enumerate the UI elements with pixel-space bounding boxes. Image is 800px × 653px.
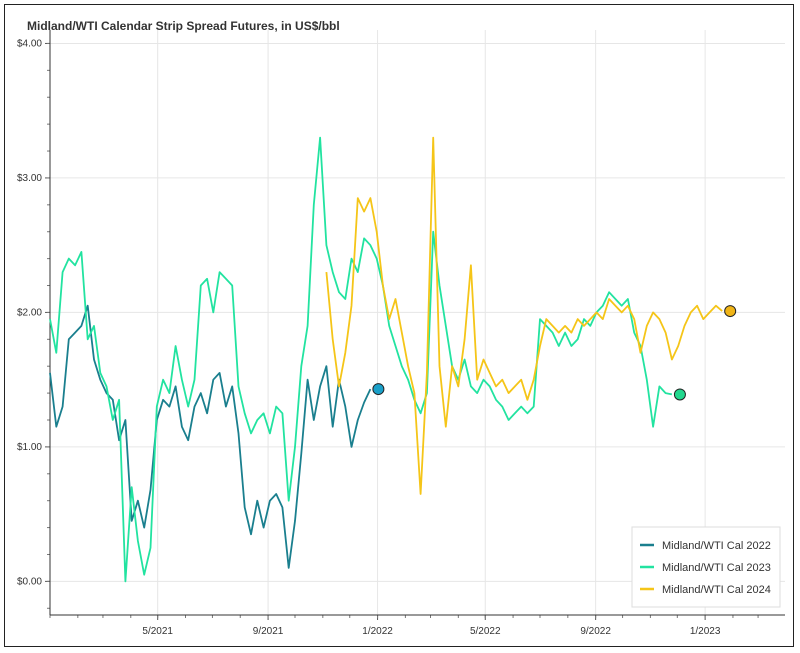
- series-end-marker-0: [372, 383, 385, 396]
- x-tick-label: 9/2022: [580, 626, 611, 637]
- axes: $0.00 $1.00 $2.00 $3.00 $4.00 5/2021 9/2021 1/2…: [17, 30, 785, 637]
- x-tick-label: 1/2023: [690, 626, 721, 637]
- series-lines: [49, 136, 723, 583]
- x-tick-label: 1/2022: [362, 626, 393, 637]
- series-line-2: [325, 136, 723, 495]
- y-tick-label: $0.00: [17, 576, 42, 587]
- series-end-marker-1: [673, 388, 686, 401]
- legend-label-1: Midland/WTI Cal 2023: [662, 562, 771, 574]
- x-tick-label: 9/2021: [253, 626, 284, 637]
- series-line-0: [49, 304, 372, 569]
- y-tick-label: $4.00: [17, 38, 42, 49]
- chart-title: Midland/WTI Calendar Strip Spread Future…: [27, 19, 340, 33]
- legend-box: [631, 526, 781, 608]
- legend-label-2: Midland/WTI Cal 2024: [662, 584, 771, 596]
- x-tick-label: 5/2022: [470, 626, 501, 637]
- grid-lines: [50, 30, 785, 615]
- legend-label-0: Midland/WTI Cal 2022: [662, 540, 771, 552]
- series-line-1: [49, 136, 673, 583]
- series-end-marker-2: [724, 305, 737, 318]
- y-tick-label: $2.00: [17, 307, 42, 318]
- legend: Midland/WTI Cal 2022 Midland/WTI Cal 2023…: [631, 526, 781, 608]
- x-tick-label: 5/2021: [142, 626, 173, 637]
- y-tick-label: $1.00: [17, 442, 42, 453]
- end-markers: [372, 305, 737, 401]
- y-tick-label: $3.00: [17, 173, 42, 184]
